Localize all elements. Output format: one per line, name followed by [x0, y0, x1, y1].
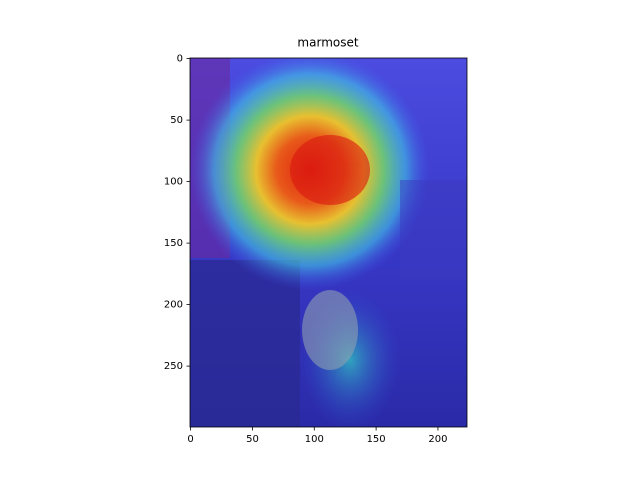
- y-tick-label: 150: [164, 238, 183, 249]
- x-tick-label: 150: [367, 434, 386, 445]
- x-tick-label: 200: [428, 434, 447, 445]
- y-tick-label: 100: [164, 177, 183, 188]
- x-tick-label: 0: [187, 434, 193, 445]
- axes-frame: [189, 57, 468, 428]
- x-tick-label: 50: [246, 434, 259, 445]
- heatmap-image: [190, 58, 467, 427]
- y-tick-label: 200: [164, 300, 183, 311]
- y-tick-label: 50: [170, 115, 183, 126]
- y-tick-label: 0: [177, 54, 183, 65]
- x-tick-label: 100: [305, 434, 324, 445]
- y-tick-label: 250: [164, 361, 183, 372]
- chart-title: marmoset: [297, 36, 358, 50]
